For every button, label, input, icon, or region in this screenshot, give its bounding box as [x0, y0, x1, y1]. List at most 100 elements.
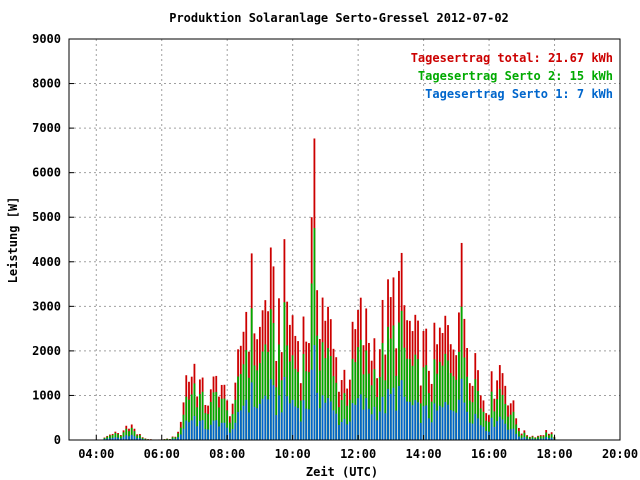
bar-serto-2	[548, 435, 550, 440]
bar-serto-1	[403, 396, 406, 440]
bar-serto-1	[177, 437, 179, 440]
bar-serto-1	[468, 422, 471, 440]
y-tick-label: 1000	[32, 388, 61, 402]
bar-serto-2	[477, 390, 479, 440]
bar-serto-1	[269, 379, 272, 440]
bar-serto-2	[406, 358, 409, 440]
bar-serto-1	[539, 438, 542, 440]
bar-serto-1	[253, 406, 256, 440]
bar-serto-1	[223, 422, 226, 440]
bar-serto-1	[204, 429, 207, 440]
bar-serto-2	[130, 427, 133, 440]
bar-serto-2	[523, 432, 526, 440]
bar-serto-2	[441, 365, 444, 440]
bar-serto-2	[528, 437, 531, 440]
bar-serto-2	[490, 391, 493, 440]
x-tick-label: 06:00	[144, 447, 180, 461]
bar-serto-2	[373, 369, 376, 440]
bar-serto-1	[207, 429, 209, 440]
bar-serto-1	[400, 380, 403, 440]
bar-serto-1	[310, 369, 313, 440]
bar-serto-1	[389, 393, 392, 440]
bar-serto-1	[414, 400, 417, 440]
bar-serto-1	[185, 420, 188, 440]
y-tick-label: 2000	[32, 344, 61, 358]
bar-serto-2	[463, 357, 466, 440]
bar-serto-1	[327, 398, 329, 440]
bar-serto-2	[128, 431, 130, 440]
bar-serto-1	[258, 403, 261, 440]
bar-serto-2	[526, 436, 528, 440]
bar-serto-2	[518, 431, 520, 440]
x-tick-label: 20:00	[602, 447, 638, 461]
bar-serto-1	[430, 422, 433, 440]
bar-serto-2	[171, 437, 174, 440]
bar-serto-2	[550, 434, 553, 440]
bar-serto-2	[381, 343, 384, 440]
bar-serto-2	[185, 396, 188, 440]
x-tick-label: 18:00	[536, 447, 572, 461]
bar-serto-2	[351, 358, 354, 440]
bar-serto-1	[340, 421, 343, 440]
bar-serto-1	[190, 420, 193, 440]
bar-serto-2	[408, 359, 411, 440]
bar-serto-2	[332, 376, 335, 440]
bar-serto-1	[417, 402, 419, 440]
y-tick-label: 6000	[32, 166, 61, 180]
bar-serto-1	[286, 396, 289, 440]
bar-serto-2	[501, 394, 504, 440]
bar-serto-1	[482, 426, 485, 440]
bar-serto-1	[234, 422, 237, 440]
bar-serto-2	[291, 355, 294, 440]
bar-serto-2	[125, 428, 128, 440]
bar-serto-2	[280, 380, 283, 440]
bar-serto-1	[428, 418, 430, 440]
bar-serto-2	[471, 402, 474, 440]
bar-serto-1	[294, 406, 297, 440]
x-tick-label: 12:00	[340, 447, 376, 461]
bar-serto-2	[376, 397, 379, 440]
bar-serto-1	[411, 405, 414, 440]
bar-serto-2	[283, 302, 286, 440]
bar-serto-2	[316, 335, 319, 440]
bar-serto-1	[308, 409, 310, 440]
bar-serto-1	[351, 403, 354, 440]
bar-serto-2	[209, 401, 212, 440]
bar-serto-1	[128, 436, 130, 440]
bar-serto-2	[201, 391, 204, 440]
bar-serto-2	[365, 350, 368, 440]
bar-serto-2	[329, 356, 332, 440]
x-tick-label: 16:00	[471, 447, 507, 461]
bar-serto-2	[468, 400, 471, 440]
bar-serto-2	[278, 344, 280, 440]
bar-serto-1	[346, 424, 349, 440]
bar-serto-1	[343, 418, 346, 440]
bar-serto-2	[318, 370, 321, 440]
bar-serto-1	[422, 406, 425, 440]
bar-serto-1	[444, 401, 447, 440]
bar-serto-2	[403, 347, 406, 440]
bar-serto-1	[215, 420, 218, 440]
bar-serto-2	[288, 361, 291, 440]
bar-serto-1	[139, 437, 141, 440]
bar-serto-2	[190, 394, 193, 440]
bar-serto-2	[136, 435, 139, 440]
bar-serto-1	[297, 407, 299, 440]
bar-serto-1	[460, 378, 463, 440]
bar-serto-2	[419, 403, 422, 440]
bar-serto-2	[234, 399, 237, 440]
y-tick-label: 4000	[32, 255, 61, 269]
x-axis-ticks: 04:00 06:00 08:00 10:00 12:00 14:00 16:00 18:00…	[78, 435, 638, 461]
bar-serto-2	[242, 364, 245, 440]
y-tick-label: 0	[54, 433, 61, 447]
bar-serto-2	[106, 436, 109, 440]
bar-serto-2	[231, 414, 234, 440]
bar-serto-2	[119, 435, 122, 440]
legend-serto-1: Tagesertrag Serto 1: 7 kWh	[425, 87, 613, 101]
bar-serto-2	[299, 400, 302, 440]
bar-serto-2	[482, 411, 485, 440]
bar-serto-2	[444, 353, 447, 440]
bar-serto-2	[357, 347, 359, 440]
bar-serto-2	[198, 394, 201, 440]
